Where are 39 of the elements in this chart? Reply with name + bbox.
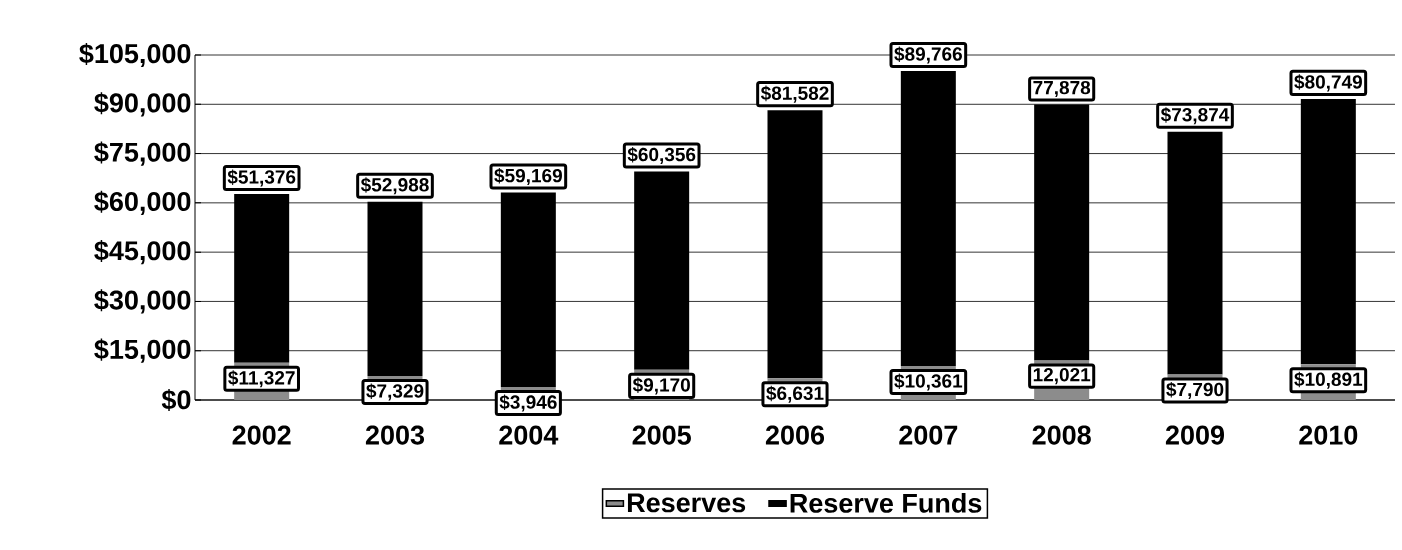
bar [900,71,956,366]
data-label: $59,169 [494,168,562,186]
y-tick-label: $15,000 [94,338,191,363]
data-label: $73,874 [1160,107,1230,125]
x-tick-label: 2002 [232,425,291,445]
x-tick-label: 2006 [765,425,825,445]
data-label: $9,170 [632,377,690,395]
y-tick-label: $30,000 [94,289,191,314]
legend-label: Reserves [627,493,746,513]
y-tick-label: $45,000 [94,240,191,265]
data-label: $6,631 [766,385,824,403]
data-label: $51,376 [227,169,296,187]
data-label: $10,361 [894,373,963,391]
data-label: $60,356 [627,147,696,165]
data-label: $10,891 [1294,371,1363,389]
data-label: $89,766 [894,46,962,64]
data-label: $7,329 [366,383,424,401]
x-tick-label: 2008 [1032,425,1091,445]
data-label: 12,021 [1033,368,1091,385]
y-tick-label: $60,000 [94,190,191,215]
data-label: $80,749 [1294,74,1362,92]
x-tick-label: 2004 [499,425,559,445]
y-tick-label: $105,000 [79,42,191,68]
x-tick-label: 2010 [1299,425,1358,445]
y-tick-label: $90,000 [94,92,191,117]
data-label: $11,327 [228,370,295,388]
x-tick-label: 2003 [365,425,425,445]
x-tick-label: 2005 [632,425,691,445]
data-label: 77,878 [1033,80,1091,98]
data-label: $3,946 [499,394,557,412]
legend-label: Reserve Funds [790,492,982,513]
y-tick-label: $75,000 [94,141,191,166]
data-label: $7,790 [1166,381,1224,399]
y-tick-label: $0 [161,388,191,412]
x-tick-label: 2009 [1165,425,1225,445]
x-tick-label: 2007 [899,425,958,445]
data-label: $52,988 [360,177,429,195]
bar [1300,98,1356,365]
data-label: $81,582 [760,85,829,103]
